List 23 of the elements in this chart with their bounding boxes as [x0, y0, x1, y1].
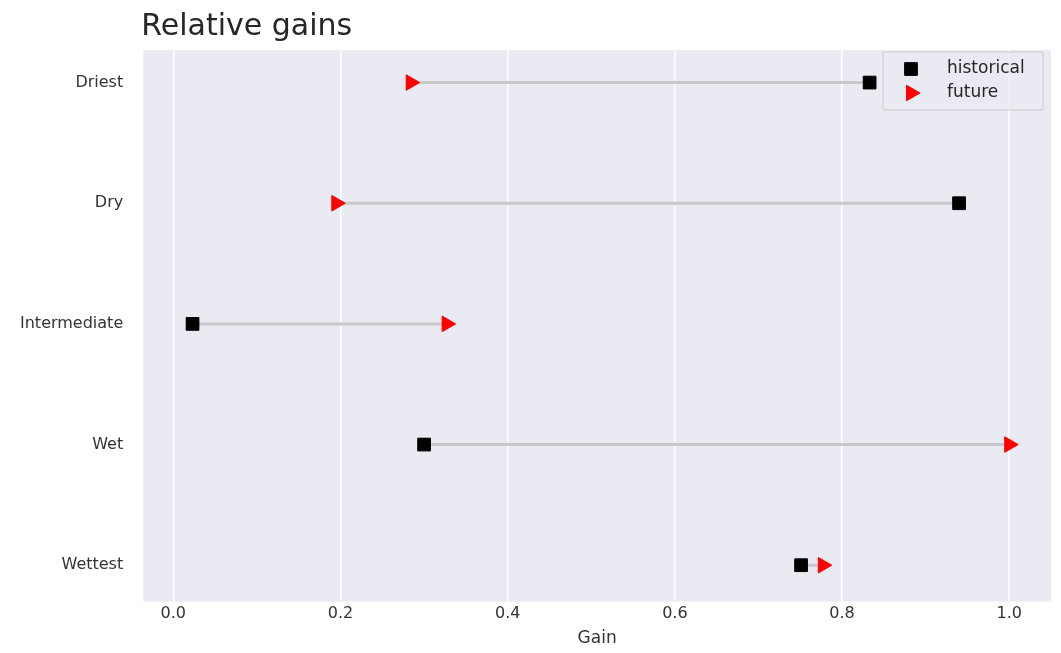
point: [952, 196, 966, 211]
point: [331, 194, 346, 212]
x-tick-label: 1.0: [996, 603, 1022, 623]
point: [441, 315, 457, 333]
x-tick-label: 0.2: [327, 603, 354, 623]
y-tick-label: Wettest: [61, 554, 124, 574]
point: [405, 74, 421, 91]
point: [817, 556, 833, 574]
x-tick-label: 0.0: [160, 603, 187, 623]
y-tick-label: Wet: [92, 433, 124, 453]
y-tick-label: Dry: [94, 192, 124, 212]
x-axis-title: Gain: [577, 627, 617, 648]
y-tick-label: Intermediate: [19, 313, 124, 333]
y-tick-label: Driest: [75, 71, 124, 91]
legend-label: future: [947, 81, 999, 102]
point: [794, 558, 808, 573]
x-tick-label: 0.8: [829, 603, 855, 623]
x-tick-label: 0.4: [494, 603, 521, 623]
chart-title: Relative gains: [141, 6, 353, 42]
legend-label: historical: [947, 57, 1025, 78]
point: [417, 437, 431, 452]
point: [862, 75, 877, 90]
x-tick-label: 0.6: [662, 603, 688, 623]
